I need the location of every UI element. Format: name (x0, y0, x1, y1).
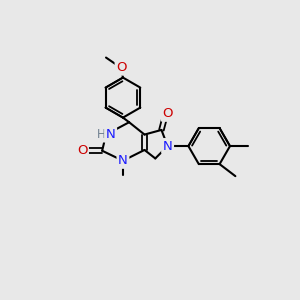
Text: O: O (162, 107, 173, 120)
Text: O: O (77, 144, 87, 157)
Text: N: N (163, 140, 172, 153)
Text: N: N (118, 154, 128, 167)
Text: O: O (116, 61, 127, 74)
Text: H: H (97, 128, 106, 141)
Text: N: N (106, 128, 116, 141)
